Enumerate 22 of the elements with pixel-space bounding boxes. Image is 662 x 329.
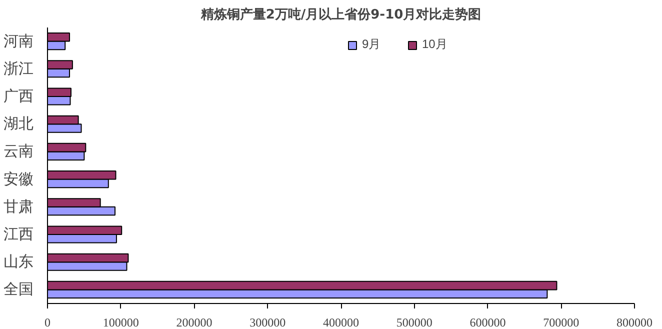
- x-tick-label: 500000: [396, 316, 432, 329]
- y-tick-label: 甘肃: [4, 198, 34, 216]
- y-tick-label: 广西: [4, 88, 34, 105]
- y-tick-label: 云南: [4, 143, 34, 160]
- x-tick-label: 300000: [250, 316, 286, 329]
- x-tick-label: 200000: [176, 316, 212, 329]
- y-tick-label: 安徽: [4, 170, 34, 188]
- y-tick-label: 全国: [4, 281, 34, 298]
- x-tick-label: 600000: [470, 316, 506, 329]
- y-tick-label: 湖北: [4, 116, 34, 133]
- chart-title: 精炼铜产量2万吨/月以上省份9-10月对比走势图: [200, 6, 482, 22]
- y-tick-label: 河南: [4, 32, 34, 50]
- x-tick-label: 800000: [616, 316, 652, 329]
- y-tick-label: 山东: [4, 254, 34, 271]
- legend-label: 10月: [422, 36, 448, 53]
- x-tick-label: 0: [44, 316, 50, 329]
- x-tick-label: 100000: [102, 316, 139, 329]
- x-tick-label: 700000: [543, 316, 580, 329]
- legend-label: 9月: [362, 36, 382, 53]
- y-tick-label: 浙江: [4, 60, 34, 78]
- x-tick-label: 400000: [323, 316, 359, 329]
- y-tick-label: 江西: [4, 226, 34, 243]
